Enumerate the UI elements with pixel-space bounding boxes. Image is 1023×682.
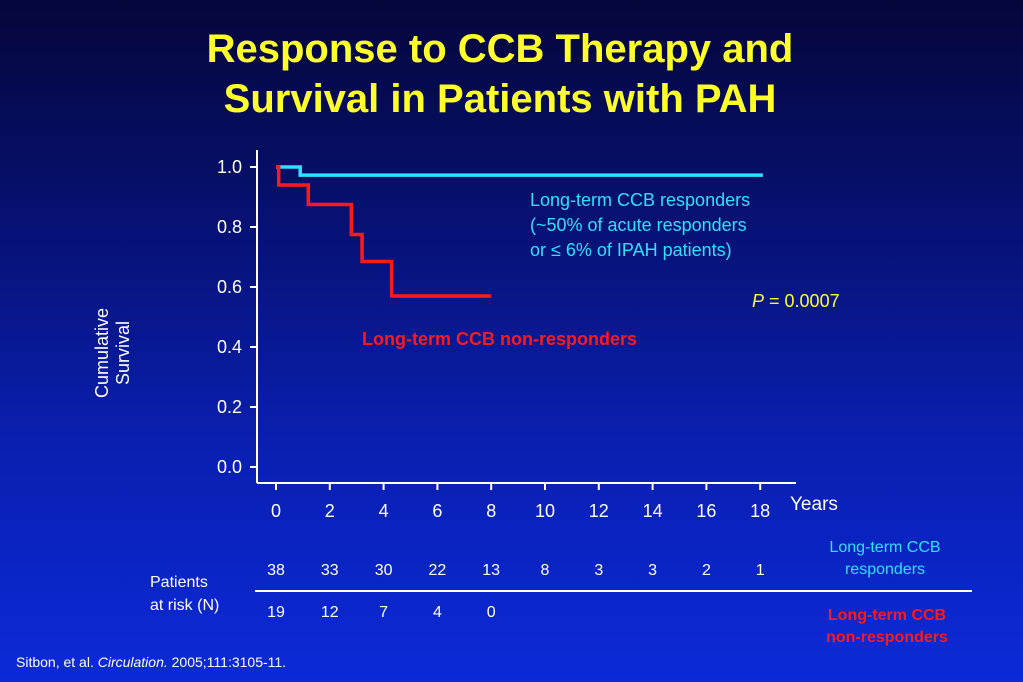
non-responders-annotation: Long-term CCB non-responders — [362, 329, 638, 349]
x-tick-label: 2 — [325, 501, 335, 521]
source-suffix: 2005;111:3105-11. — [167, 654, 287, 670]
responders-annotation-line-2: (~50% of acute responders — [530, 215, 747, 235]
patients-at-risk-label: Patients at risk (N) — [150, 571, 219, 617]
risk-count-responders: 30 — [374, 562, 393, 579]
y-axis-label-line-2: Survival — [113, 320, 133, 386]
risk-table-divider — [255, 590, 972, 592]
x-tick-label: 14 — [643, 501, 663, 521]
risk-count-responders: 38 — [267, 562, 285, 579]
patients-at-risk-line-1: Patients — [150, 574, 208, 591]
risk-row-responders: 38 33 30 22 13 8 3 3 2 1 — [0, 562, 1023, 582]
risk-count-non-responders: 12 — [320, 604, 339, 621]
y-axis-label-line-1: Cumulative — [92, 307, 112, 399]
responders-annotation-line-1: Long-term CCB responders — [530, 190, 751, 210]
y-tick-label: 0.6 — [217, 277, 242, 297]
x-tick-label: 16 — [696, 501, 716, 521]
risk-label-responders: Long-term CCB responders — [800, 537, 970, 581]
risk-count-responders: 22 — [428, 562, 447, 579]
chart-title-line-2: Survival in Patients with PAH — [223, 77, 777, 121]
non-responders-survival-curve — [276, 165, 492, 298]
p-value: P = 0.0007 — [752, 291, 840, 312]
risk-label-non-responders-line-2: non-responders — [826, 629, 948, 646]
source-citation: Sitbon, et al. Circulation. 2005;111:310… — [16, 654, 286, 670]
y-tick-label: 1.0 — [217, 157, 242, 177]
risk-count-responders: 8 — [540, 562, 550, 579]
risk-count-non-responders: 7 — [379, 604, 389, 621]
risk-count-non-responders: 19 — [267, 604, 285, 621]
y-axis-label: Cumulative Survival — [92, 298, 138, 408]
p-value-text: = 0.0007 — [764, 291, 840, 311]
y-tick-label: 0.2 — [217, 397, 242, 417]
p-value-symbol: P — [752, 291, 765, 311]
chart-series — [276, 165, 763, 298]
risk-label-non-responders: Long-term CCB non-responders — [802, 605, 972, 649]
risk-count-responders: 2 — [701, 562, 711, 579]
y-tick-label: 0.4 — [217, 337, 242, 357]
x-tick-label: 0 — [271, 501, 281, 521]
source-prefix: Sitbon, et al. — [16, 654, 98, 670]
risk-row-non-responders: 19 12 7 4 0 — [0, 604, 1023, 624]
risk-label-responders-line-2: responders — [844, 561, 926, 578]
responders-survival-curve — [276, 165, 763, 177]
x-axis-unit-label: Years — [790, 494, 838, 515]
x-tick-label: 4 — [379, 501, 389, 521]
responders-annotation: Long-term CCB responders (~50% of acute … — [530, 188, 750, 263]
risk-label-non-responders-line-1: Long-term CCB — [827, 607, 947, 624]
x-tick-label: 12 — [589, 501, 609, 521]
risk-count-non-responders: 0 — [486, 604, 496, 621]
patients-at-risk-line-2: at risk (N) — [150, 597, 220, 614]
chart-title-line-1: Response to CCB Therapy and — [206, 27, 794, 71]
x-tick-label: 18 — [750, 501, 770, 521]
y-tick-label: 0.8 — [217, 217, 242, 237]
chart-ticks: 0.0 0.2 0.4 0.6 0.8 1.0 0 2 4 6 8 10 12 14 16 18 — [217, 157, 770, 521]
x-tick-label: 6 — [432, 501, 442, 521]
risk-count-responders: 13 — [482, 562, 501, 579]
responders-annotation-line-3: or ≤ 6% of IPAH patients) — [530, 240, 732, 260]
risk-label-responders-line-1: Long-term CCB — [829, 539, 941, 556]
source-journal: Circulation. — [97, 654, 168, 670]
chart-title: Response to CCB Therapy and Survival in … — [0, 24, 1000, 124]
risk-count-non-responders: 4 — [432, 604, 442, 621]
risk-count-responders: 33 — [320, 562, 339, 579]
risk-count-responders: 3 — [594, 562, 604, 579]
y-tick-label: 0.0 — [217, 457, 242, 477]
risk-count-responders: 1 — [755, 562, 765, 579]
x-tick-label: 10 — [535, 501, 555, 521]
x-tick-label: 8 — [486, 501, 496, 521]
risk-count-responders: 3 — [648, 562, 658, 579]
